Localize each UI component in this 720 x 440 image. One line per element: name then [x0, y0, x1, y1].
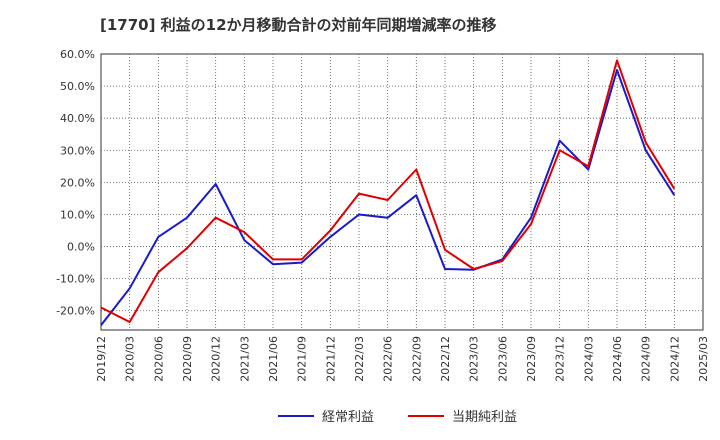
y-tick-label: 10.0% — [60, 208, 95, 221]
x-tick-label: 2019/12 — [95, 336, 108, 382]
x-tick-label: 2023/06 — [496, 336, 509, 382]
x-tick-label: 2024/03 — [582, 336, 595, 382]
y-tick-label: 50.0% — [60, 80, 95, 93]
plot-area-border — [100, 53, 704, 331]
y-axis-ticks: 60.0% 50.0% 40.0% 30.0% 20.0% 10.0% 0.0% -10.0%… — [56, 48, 95, 318]
x-tick-label: 2022/12 — [439, 336, 452, 382]
x-tick-label: 2022/06 — [382, 336, 395, 382]
x-tick-label: 2020/12 — [210, 336, 223, 382]
x-tick-label: 2021/09 — [296, 336, 309, 382]
x-tick-label: 2024/09 — [640, 336, 653, 382]
series-lines — [100, 59, 676, 326]
x-tick-label: 2022/09 — [410, 336, 423, 382]
legend-label: 経常利益 — [322, 410, 374, 425]
x-tick-label: 2024/12 — [668, 336, 681, 382]
legend: 経常利益 当期純利益 — [278, 410, 517, 425]
x-tick-label: 2023/12 — [554, 336, 567, 382]
x-tick-label: 2025/03 — [697, 336, 710, 382]
x-tick-label: 2020/06 — [152, 336, 165, 382]
x-tick-label: 2021/06 — [267, 336, 280, 382]
grid — [100, 53, 704, 331]
x-tick-label: 2020/09 — [181, 336, 194, 382]
series-line-net-income — [100, 59, 676, 323]
x-tick-label: 2023/09 — [525, 336, 538, 382]
x-tick-label: 2022/03 — [353, 336, 366, 382]
x-tick-label: 2023/03 — [468, 336, 481, 382]
x-tick-label: 2024/06 — [611, 336, 624, 382]
x-tick-label: 2021/03 — [238, 336, 251, 382]
y-tick-label: -20.0% — [56, 305, 95, 318]
y-tick-label: 40.0% — [60, 112, 95, 125]
legend-label: 当期純利益 — [452, 410, 517, 425]
x-tick-label: 2020/03 — [124, 336, 137, 382]
y-tick-label: -10.0% — [56, 273, 95, 286]
chart-title: [1770] 利益の12か月移動合計の対前年同期増減率の推移 — [100, 16, 497, 34]
y-tick-label: 20.0% — [60, 176, 95, 189]
y-tick-label: 60.0% — [60, 48, 95, 61]
x-tick-label: 2021/12 — [324, 336, 337, 382]
y-tick-label: 0.0% — [67, 241, 95, 254]
y-tick-label: 30.0% — [60, 144, 95, 157]
x-axis-ticks: 2019/12 2020/03 2020/06 2020/09 2020/12 2021/… — [95, 336, 710, 382]
